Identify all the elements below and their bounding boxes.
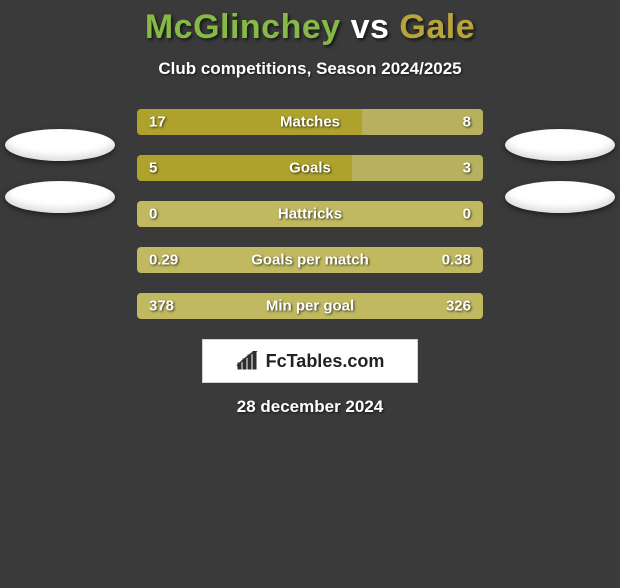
stat-row: Min per goal 378 326 bbox=[0, 293, 620, 319]
title-player1: McGlinchey bbox=[145, 8, 341, 46]
stat-value-left: 5 bbox=[149, 160, 157, 177]
stat-value-left: 0.29 bbox=[149, 252, 178, 269]
stat-bar-track: Min per goal 378 326 bbox=[137, 293, 483, 319]
player-badge-right bbox=[505, 181, 615, 213]
stat-value-right: 8 bbox=[463, 114, 471, 131]
stat-label: Hattricks bbox=[278, 206, 342, 223]
stat-row: Goals 5 3 bbox=[0, 155, 620, 181]
brand-box: FcTables.com bbox=[202, 339, 418, 383]
stat-bar-track: Goals per match 0.29 0.38 bbox=[137, 247, 483, 273]
stat-bar-track: Goals 5 3 bbox=[137, 155, 483, 181]
subtitle: Club competitions, Season 2024/2025 bbox=[0, 59, 620, 79]
stat-label: Min per goal bbox=[266, 298, 354, 315]
stat-value-right: 0 bbox=[463, 206, 471, 223]
stat-value-right: 0.38 bbox=[442, 252, 471, 269]
bar-chart-icon bbox=[236, 351, 260, 371]
stat-value-left: 17 bbox=[149, 114, 166, 131]
stat-value-left: 0 bbox=[149, 206, 157, 223]
stat-label: Goals per match bbox=[251, 252, 369, 269]
player-badge-right bbox=[505, 129, 615, 161]
player-badge-left bbox=[5, 129, 115, 161]
page-title: McGlinchey vs Gale bbox=[0, 8, 620, 47]
title-vs: vs bbox=[351, 8, 390, 46]
stat-bar-track: Hattricks 0 0 bbox=[137, 201, 483, 227]
stat-label: Goals bbox=[289, 160, 331, 177]
player-badge-left bbox=[5, 181, 115, 213]
stat-value-right: 326 bbox=[446, 298, 471, 315]
stat-bar-track: Matches 17 8 bbox=[137, 109, 483, 135]
date-label: 28 december 2024 bbox=[0, 397, 620, 417]
title-player2: Gale bbox=[399, 8, 475, 46]
stat-row: Goals per match 0.29 0.38 bbox=[0, 247, 620, 273]
stat-label: Matches bbox=[280, 114, 340, 131]
stat-value-left: 378 bbox=[149, 298, 174, 315]
brand-text: FcTables.com bbox=[266, 351, 385, 372]
stat-value-right: 3 bbox=[463, 160, 471, 177]
